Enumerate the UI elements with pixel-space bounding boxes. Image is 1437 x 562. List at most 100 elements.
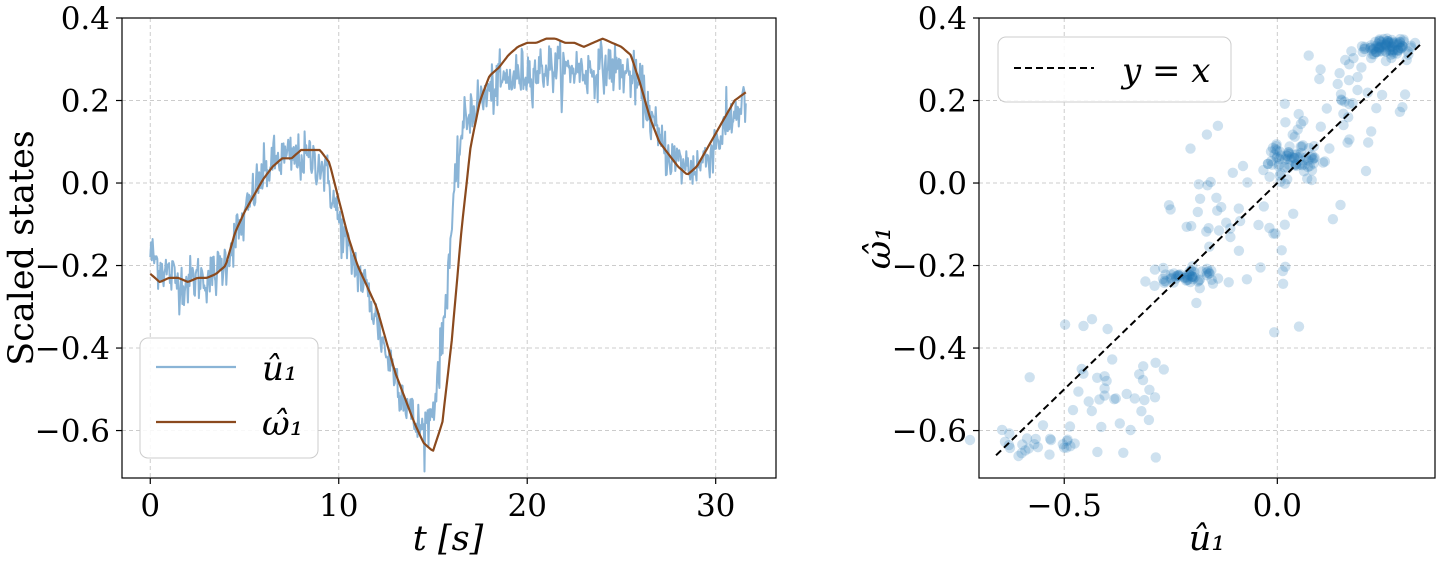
scatter-point: [1309, 152, 1320, 163]
scatter-point: [1335, 89, 1347, 100]
scatter-point: [1140, 276, 1151, 287]
scatter-point: [1062, 434, 1073, 445]
scatter-point: [1335, 199, 1346, 211]
left-ytick-label: −0.6: [35, 414, 110, 450]
left-series: [149, 37, 747, 473]
scatter-point: [1388, 38, 1399, 49]
scatter-point: [1405, 40, 1417, 51]
scatter-point: [1374, 34, 1385, 45]
scatter-point: [1336, 94, 1347, 105]
scatter-point: [1275, 150, 1287, 161]
scatter-point: [1391, 39, 1403, 50]
scatter-point: [1380, 46, 1392, 57]
scatter-point: [1396, 40, 1408, 51]
scatter-point: [1279, 178, 1291, 189]
scatter-point: [1375, 41, 1386, 52]
scatter-point: [1365, 42, 1376, 54]
scatter-point: [1276, 245, 1287, 256]
scatter-point: [1086, 314, 1098, 325]
left-plot-frame: [121, 17, 777, 479]
left-xtick-label: 30: [696, 488, 735, 524]
scatter-point: [1352, 84, 1363, 96]
scatter-point: [1373, 42, 1385, 53]
scatter-point: [1387, 45, 1398, 56]
scatter-point: [1282, 150, 1293, 162]
left-ytick-label: −0.2: [35, 249, 110, 285]
scatter-point: [1380, 46, 1391, 57]
legend-label-omega1: ω̂₁: [262, 404, 303, 444]
scatter-point: [1287, 129, 1298, 140]
scatter-point: [1184, 266, 1195, 277]
legend-label-y-equals-x: y = x: [1120, 51, 1211, 91]
scatter-point: [1233, 203, 1245, 214]
scatter-point: [1253, 219, 1264, 231]
scatter-point: [1277, 265, 1289, 277]
scatter-point: [1057, 439, 1069, 450]
scatter-point: [1059, 319, 1071, 330]
scatter-point: [1366, 42, 1377, 53]
left-y-label: Scaled states: [2, 130, 42, 366]
scatter-point: [1385, 49, 1397, 60]
scatter-point: [1275, 176, 1286, 187]
scatter-point: [1073, 386, 1084, 397]
scatter-point: [1101, 375, 1112, 387]
scatter-point: [1092, 446, 1103, 458]
scatter-point: [1374, 44, 1385, 55]
scatter-point: [1398, 36, 1410, 47]
scatter-point: [1272, 151, 1283, 162]
scatter-point: [1067, 404, 1079, 416]
scatter-point: [1206, 265, 1217, 276]
scatter-point: [1372, 41, 1384, 53]
scatter-point: [1365, 40, 1377, 51]
scatter-point: [1160, 269, 1171, 280]
scatter-point: [1386, 52, 1397, 64]
scatter-point: [1279, 162, 1290, 173]
scatter-point: [1303, 142, 1315, 154]
right-ytick-label: −0.4: [892, 331, 967, 367]
left-x-label: t [s]: [413, 519, 484, 559]
scatter-point: [1292, 124, 1303, 135]
scatter-point: [1371, 47, 1382, 58]
scatter-point: [1283, 147, 1294, 158]
scatter-point: [1382, 36, 1394, 47]
scatter-point: [1029, 439, 1040, 450]
scatter-point: [1338, 108, 1349, 120]
scatter-point: [1382, 35, 1393, 47]
scatter-point: [1181, 270, 1193, 281]
scatter-point: [1192, 276, 1204, 287]
scatter-point: [1368, 43, 1379, 55]
scatter-point: [1187, 271, 1198, 283]
scatter-point: [1166, 272, 1178, 284]
scatter-point: [1381, 37, 1393, 48]
scatter-point: [1391, 48, 1403, 59]
scatter-point: [1289, 153, 1300, 164]
scatter-point: [1187, 274, 1199, 285]
scatter-point: [1266, 159, 1278, 170]
scatter-point: [1284, 141, 1295, 152]
left-ytick-label: 0.0: [61, 166, 110, 202]
scatter-point: [1044, 449, 1055, 460]
scatter-point: [1286, 151, 1297, 163]
left-ytick-label: 0.4: [61, 1, 110, 37]
right-y-ticks: −0.6 −0.4 −0.2 0.0 0.2 0.4: [892, 1, 979, 450]
scatter-point: [1360, 165, 1372, 177]
scatter-point: [1206, 274, 1217, 285]
scatter-point: [1401, 54, 1412, 66]
scatter-point: [1194, 283, 1206, 294]
scatter-point: [1384, 45, 1395, 56]
scatter-point: [1306, 174, 1317, 186]
right-plot-frame: [978, 17, 1436, 479]
left-y-ticks: −0.6 −0.4 −0.2 0.0 0.2 0.4: [35, 1, 122, 450]
scatter-point: [1086, 405, 1098, 417]
right-ytick-label: 0.4: [918, 1, 967, 37]
scatter-point: [1174, 269, 1186, 280]
scatter-point: [1295, 147, 1307, 159]
scatter-point: [1283, 159, 1295, 170]
scatter-point: [1191, 297, 1202, 309]
scatter-point: [1182, 274, 1193, 286]
scatter-point: [1380, 39, 1391, 50]
scatter-point: [1193, 275, 1205, 286]
scatter-point: [1376, 39, 1387, 51]
scatter-point: [1144, 384, 1155, 395]
